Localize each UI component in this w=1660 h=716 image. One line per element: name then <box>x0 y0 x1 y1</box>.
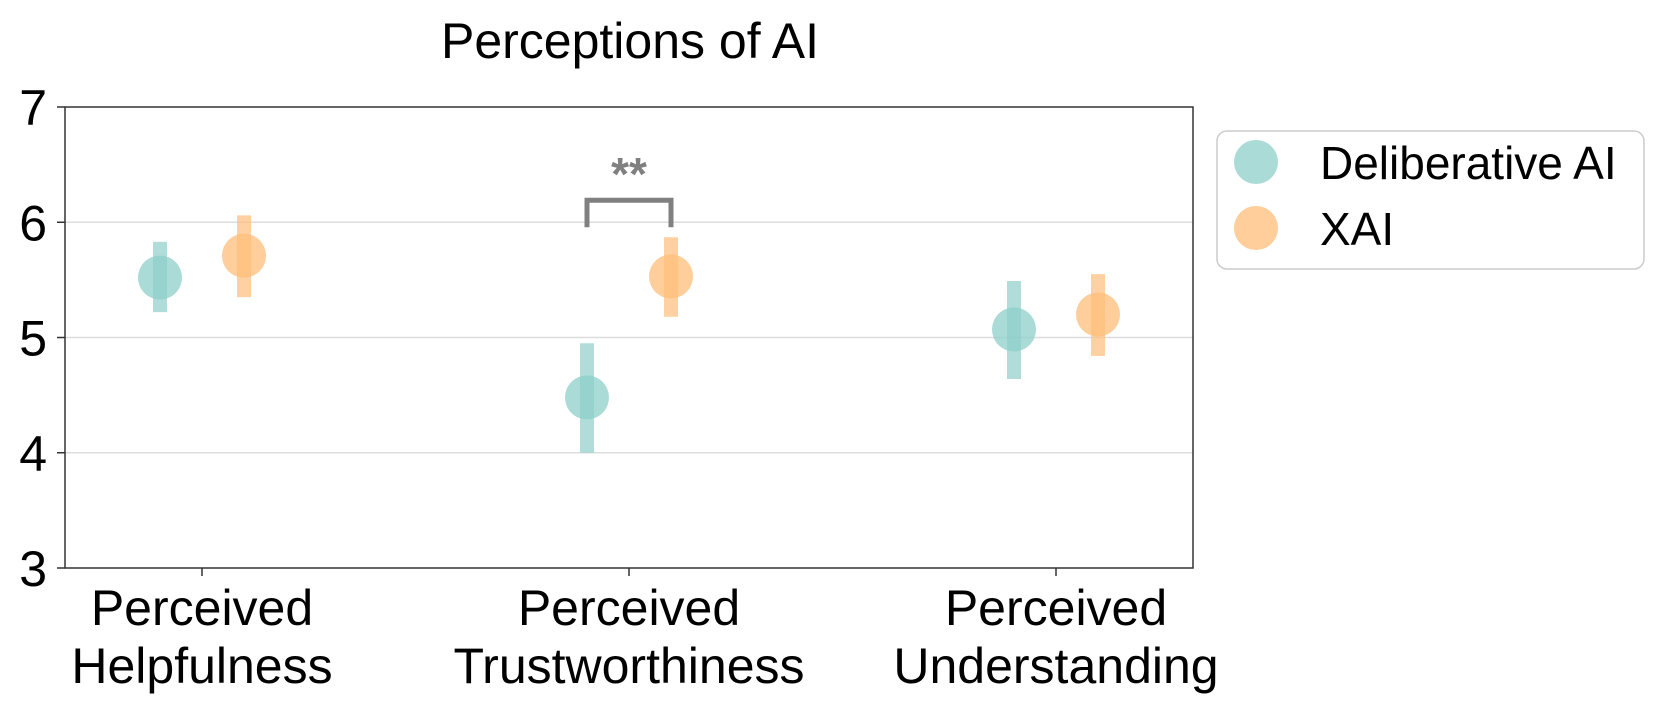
data-point <box>649 254 693 299</box>
legend-marker <box>1234 140 1278 184</box>
y-tick-label: 4 <box>19 426 47 482</box>
y-tick-label: 3 <box>19 541 47 597</box>
x-axis: Perceived Helpfulness Perceived Trustworthi… <box>71 568 1219 694</box>
error-bars <box>153 215 1105 453</box>
x-tick-label: Perceived Understanding <box>893 580 1218 694</box>
data-point <box>222 233 266 278</box>
y-tick-label: 6 <box>19 195 47 251</box>
significance-bracket <box>584 197 674 228</box>
legend-marker <box>1234 206 1278 250</box>
data-point <box>1076 292 1120 337</box>
significance-label: ** <box>611 148 647 200</box>
legend-label: Deliberative AI <box>1320 137 1617 189</box>
legend-label: XAI <box>1320 203 1394 255</box>
y-axis: 3 4 5 6 7 <box>19 80 65 597</box>
x-tick-label: Perceived Helpfulness <box>71 580 332 694</box>
legend: Deliberative AI XAI <box>1216 130 1645 270</box>
chart-title: Perceptions of AI <box>441 13 819 69</box>
y-tick-label: 5 <box>19 311 47 367</box>
data-point <box>138 255 182 300</box>
significance-annotation: ** <box>584 148 674 228</box>
y-tick-label: 7 <box>19 80 47 136</box>
x-tick-label: Perceived Trustworthiness <box>453 580 804 694</box>
data-point <box>565 375 609 420</box>
legend-frame <box>1216 130 1645 270</box>
data-point <box>992 307 1036 352</box>
data-points <box>138 233 1120 420</box>
